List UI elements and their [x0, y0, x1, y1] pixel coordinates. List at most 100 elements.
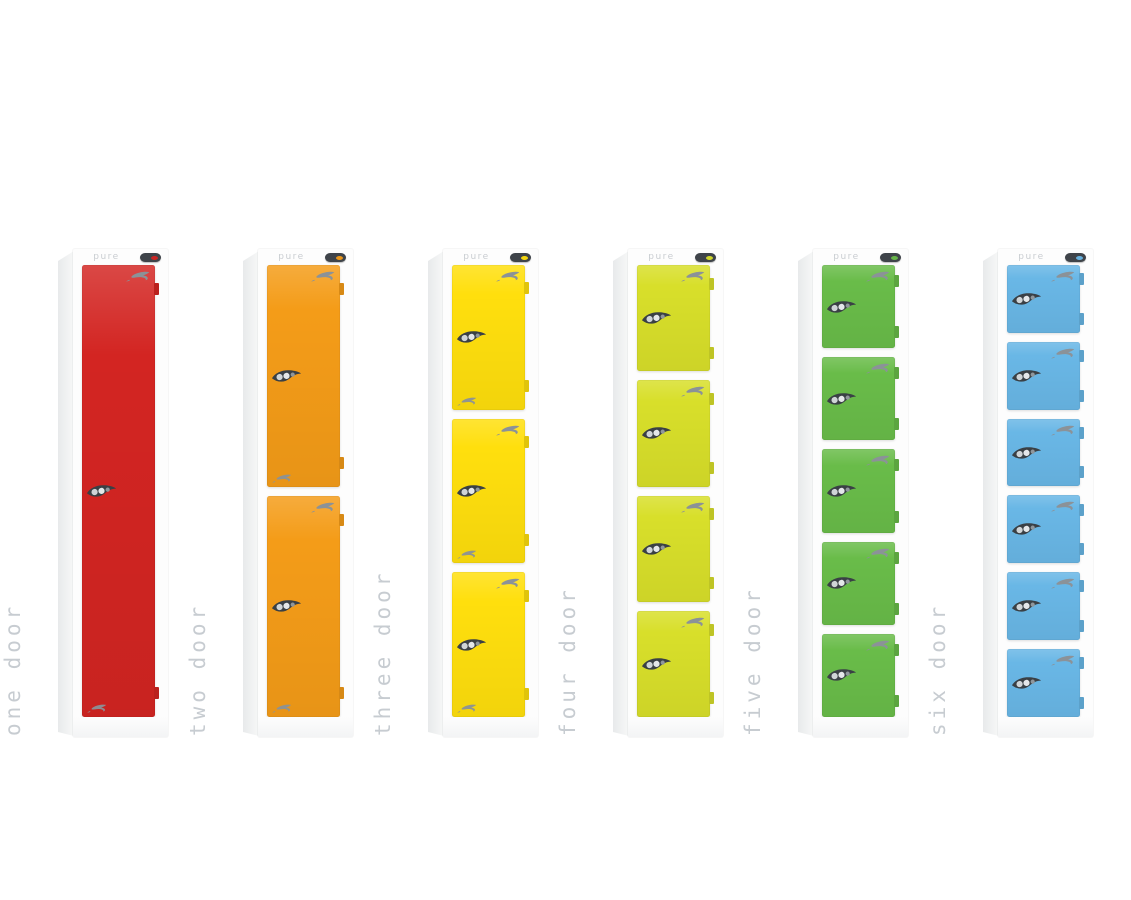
brand-swoosh-icon [496, 579, 520, 589]
brand-swoosh-icon [87, 704, 107, 713]
brand-swoosh-icon [457, 550, 477, 559]
door-handle-latch-icon [641, 542, 672, 555]
cabinet-top-rail: pure [813, 249, 908, 265]
cabinet-side-panel [428, 251, 444, 736]
locker-four-door: four door pure [556, 249, 725, 737]
locker-door [822, 633, 899, 718]
door-hinge [1079, 696, 1084, 709]
door-hinge [524, 589, 529, 602]
brand-swoosh-icon [681, 386, 705, 397]
locker-label-four-door: four door [556, 586, 580, 736]
door-stack [822, 265, 899, 718]
door-hinge [1079, 543, 1084, 556]
brand-swoosh-icon [681, 617, 705, 628]
door-handle-latch-icon [641, 427, 672, 440]
locker-label-one-door: one door [1, 602, 25, 736]
pure-brand-text: pure [463, 252, 490, 262]
cabinet-side-panel [613, 251, 629, 736]
door-hinge [524, 282, 529, 295]
door-hinge [1079, 426, 1084, 439]
brand-swoosh-icon [866, 640, 890, 651]
door-stack [1007, 265, 1084, 717]
brand-swoosh-icon [496, 271, 520, 282]
door-hinge [709, 461, 714, 474]
brand-swoosh-icon [866, 456, 890, 466]
brand-swoosh-icon [1051, 348, 1075, 359]
pure-brand-text: pure [1018, 252, 1045, 262]
door-handle-latch-icon [1011, 446, 1042, 459]
lock-badge-icon [140, 253, 161, 262]
locker-door [267, 495, 344, 717]
locker-label-five-door: five door [741, 586, 765, 736]
cabinet-top-rail: pure [443, 249, 538, 265]
door-handle-latch-icon [271, 600, 302, 612]
locker-door [1007, 495, 1084, 564]
lock-badge-icon [510, 253, 531, 262]
lock-badge-glint [1076, 255, 1083, 260]
door-handle-latch-icon [1011, 293, 1042, 305]
door-handle-latch-icon [826, 300, 857, 313]
cabinet-top-rail: pure [998, 249, 1093, 265]
door-stack [267, 265, 344, 717]
door-hinge [894, 418, 899, 431]
door-hinge [339, 456, 344, 469]
door-hinge [709, 508, 714, 521]
door-hinge [1079, 389, 1084, 402]
cabinet-plinth [813, 717, 908, 737]
locker-door [1007, 341, 1084, 410]
locker-one-door: one door pure [1, 249, 170, 737]
cabinet-plinth [998, 717, 1093, 737]
door-hinge [1079, 580, 1084, 593]
locker-door [637, 380, 714, 487]
brand-swoosh-icon [272, 474, 292, 483]
cabinet-top-rail: pure [628, 249, 723, 265]
lock-badge-icon [1065, 253, 1086, 262]
door-hinge [1079, 273, 1084, 286]
door-hinge [709, 623, 714, 636]
brand-swoosh-icon [1051, 655, 1075, 666]
door-handle-latch-icon [826, 669, 857, 682]
locker-door [637, 265, 714, 372]
lock-badge-glint [706, 255, 713, 260]
door-hinge [154, 687, 159, 699]
door-hinge [894, 602, 899, 615]
door-hinge [894, 459, 899, 472]
door-hinge [524, 380, 529, 393]
door-handle-latch-icon [1011, 677, 1042, 689]
locker-cabinet: pure [798, 249, 908, 737]
locker-cabinet: pure [613, 249, 723, 737]
door-hinge [894, 643, 899, 656]
lock-badge-icon [880, 253, 901, 262]
cabinet-top-rail: pure [73, 249, 168, 265]
door-hinge [524, 436, 529, 449]
door-handle-latch-icon [826, 393, 857, 405]
pure-brand-text: pure [648, 252, 675, 262]
locker-label-two-door: two door [186, 602, 210, 736]
door-hinge [1079, 349, 1084, 362]
locker-two-door: two door pure [186, 249, 355, 737]
door-hinge [709, 692, 714, 705]
locker-door [1007, 418, 1084, 487]
locker-door [1007, 649, 1084, 717]
door-hinge [524, 687, 529, 700]
lock-badge-icon [695, 253, 716, 262]
pure-brand-text: pure [278, 252, 305, 262]
locker-door [82, 265, 159, 717]
cabinet-plinth [73, 717, 168, 737]
door-handle-latch-icon [641, 312, 672, 324]
locker-five-door: five door pure [741, 249, 910, 737]
door-hinge [1079, 657, 1084, 670]
door-handle-latch-icon [1011, 369, 1042, 382]
locker-cabinet: pure [243, 249, 353, 737]
brand-swoosh-icon [272, 704, 292, 713]
cabinet-front-face: pure [628, 249, 723, 737]
locker-door [452, 265, 529, 410]
brand-swoosh-icon [866, 363, 890, 374]
locker-label-six-door: six door [926, 602, 950, 736]
door-hinge [709, 393, 714, 405]
locker-three-door: three door pure [371, 249, 540, 737]
door-handle-latch-icon [1011, 600, 1042, 612]
locker-door [452, 572, 529, 718]
door-hinge [339, 687, 344, 699]
brand-swoosh-icon [311, 271, 335, 282]
